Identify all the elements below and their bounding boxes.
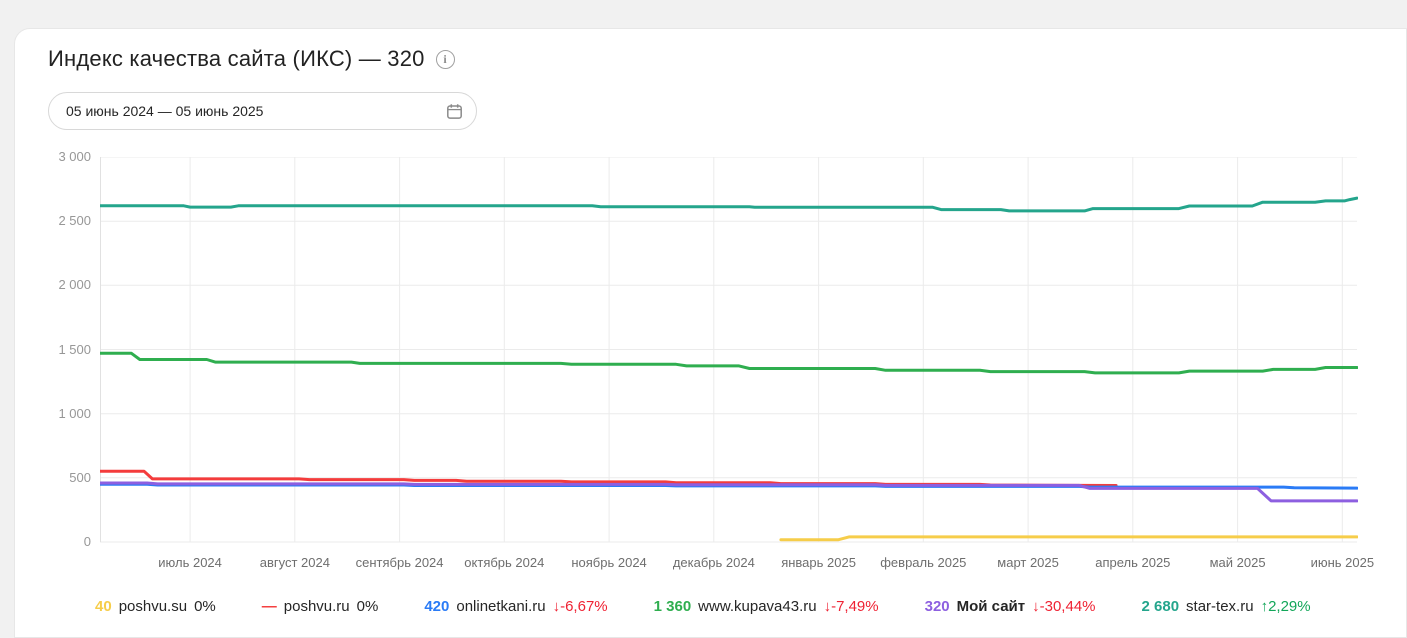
- legend-value: 40: [95, 598, 112, 615]
- x-axis-label: сентябрь 2024: [355, 555, 444, 570]
- legend-site-name: www.kupava43.ru: [698, 598, 817, 615]
- date-range-picker[interactable]: 05 июнь 2024 — 05 июнь 2025: [48, 92, 477, 130]
- legend-change: ↓-6,67%: [552, 598, 608, 615]
- legend-item-www.kupava43.ru[interactable]: 1 360 www.kupava43.ru ↓-7,49%: [654, 598, 879, 615]
- legend-value: 1 360: [653, 598, 692, 615]
- y-axis-tick: 2 500: [58, 213, 91, 229]
- info-icon[interactable]: i: [435, 49, 455, 69]
- legend-change: ↓-30,44%: [1032, 598, 1096, 615]
- legend-value: 2 680: [1141, 598, 1180, 615]
- legend-item-Мой сайт[interactable]: 320 Мой сайт ↓-30,44%: [925, 598, 1096, 615]
- y-axis-tick: 3 000: [58, 149, 91, 164]
- legend-site-name: onlinetkani.ru: [456, 598, 546, 615]
- legend-value: 420: [424, 598, 450, 615]
- x-axis-label: май 2025: [1209, 555, 1266, 570]
- legend-change: 0%: [356, 598, 379, 615]
- legend-site-name: star-tex.ru: [1186, 598, 1254, 615]
- y-axis-tick: 0: [83, 534, 91, 549]
- legend-value: 320: [924, 598, 950, 615]
- x-axis-label: июль 2024: [158, 555, 222, 570]
- legend-change: ↑2,29%: [1260, 598, 1311, 615]
- x-axis-label: август 2024: [259, 555, 330, 570]
- series-line-poshvu.su: [779, 535, 1358, 542]
- series-line-Мой сайт: [100, 481, 1358, 503]
- y-axis-tick: 2 000: [58, 277, 91, 293]
- iks-panel: Индекс качества сайта (ИКС) — 320 i 05 и…: [14, 28, 1407, 638]
- x-axis-label: июнь 2025: [1310, 555, 1375, 570]
- x-axis-label: январь 2025: [781, 555, 856, 570]
- legend-item-poshvu.ru[interactable]: — poshvu.ru 0%: [262, 598, 379, 615]
- panel-header: Индекс качества сайта (ИКС) — 320 i: [48, 46, 455, 72]
- x-axis-label: апрель 2025: [1095, 555, 1171, 570]
- legend-item-onlinetkani.ru[interactable]: 420 onlinetkani.ru ↓-6,67%: [424, 598, 607, 615]
- legend-site-name: poshvu.su: [118, 598, 188, 615]
- series-line-star-tex.ru: [100, 196, 1358, 213]
- legend-item-star-tex.ru[interactable]: 2 680 star-tex.ru ↑2,29%: [1142, 598, 1311, 615]
- legend-change: 0%: [194, 598, 216, 615]
- y-axis-tick: 1 000: [58, 405, 91, 421]
- legend-value: —: [261, 598, 277, 615]
- x-axis-label: ноябрь 2024: [571, 555, 647, 570]
- date-range-value: 05 июнь 2024 — 05 июнь 2025: [66, 103, 264, 119]
- x-axis-label: декабрь 2024: [672, 555, 755, 570]
- chart-legend: 40 poshvu.su 0% — poshvu.ru 0% 420 onlinetkani.…: [95, 598, 1311, 615]
- legend-change: ↓-7,49%: [823, 598, 879, 615]
- series-line-www.kupava43.ru: [100, 351, 1358, 375]
- page-title: Индекс качества сайта (ИКС) — 320: [48, 46, 425, 71]
- iks-chart: [100, 157, 1358, 543]
- calendar-icon: [446, 103, 463, 120]
- y-axis-tick: 500: [69, 469, 91, 485]
- x-axis-label: октябрь 2024: [464, 555, 545, 570]
- legend-site-name: Мой сайт: [956, 598, 1026, 615]
- legend-site-name: poshvu.ru: [283, 598, 350, 615]
- y-axis-tick: 1 500: [58, 341, 91, 357]
- x-axis-label: февраль 2025: [880, 555, 967, 570]
- legend-item-poshvu.su[interactable]: 40 poshvu.su 0%: [95, 598, 216, 615]
- x-axis-label: март 2025: [997, 555, 1059, 570]
